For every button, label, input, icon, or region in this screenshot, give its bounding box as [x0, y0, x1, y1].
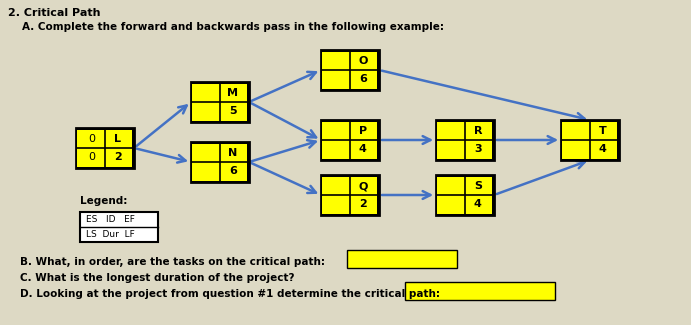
- Text: 3: 3: [474, 144, 482, 154]
- Text: O: O: [358, 56, 368, 66]
- Text: M: M: [227, 88, 238, 98]
- Text: A. Complete the forward and backwards pass in the following example:: A. Complete the forward and backwards pa…: [22, 22, 444, 32]
- Bar: [562, 122, 618, 159]
- Bar: [437, 122, 493, 159]
- Text: 6: 6: [229, 166, 237, 176]
- Bar: [347, 250, 457, 268]
- Bar: [323, 176, 377, 214]
- Text: 2: 2: [359, 199, 367, 209]
- Text: N: N: [228, 148, 238, 158]
- Bar: [77, 129, 133, 166]
- Bar: [76, 128, 134, 168]
- Text: 4: 4: [359, 144, 367, 154]
- Text: R: R: [473, 126, 482, 136]
- Bar: [437, 176, 493, 214]
- Bar: [191, 82, 249, 122]
- Text: P: P: [359, 126, 367, 136]
- Text: 5: 5: [229, 106, 236, 116]
- Bar: [323, 122, 377, 159]
- Bar: [405, 282, 555, 300]
- Text: 4: 4: [474, 199, 482, 209]
- Bar: [323, 51, 377, 88]
- Bar: [321, 120, 379, 160]
- Bar: [436, 120, 494, 160]
- Text: 0: 0: [88, 152, 96, 162]
- Bar: [193, 84, 247, 121]
- Text: 6: 6: [359, 74, 367, 84]
- Bar: [193, 144, 247, 180]
- Text: 4: 4: [599, 144, 607, 154]
- Text: 2. Critical Path: 2. Critical Path: [8, 8, 100, 18]
- Text: Q: Q: [358, 181, 368, 191]
- Text: 0: 0: [88, 134, 96, 144]
- Bar: [561, 120, 619, 160]
- Text: S: S: [474, 181, 482, 191]
- Text: ES   ID   EF: ES ID EF: [86, 215, 135, 224]
- Bar: [321, 50, 379, 90]
- Text: LS  Dur  LF: LS Dur LF: [86, 230, 135, 239]
- Bar: [321, 175, 379, 215]
- Bar: [191, 142, 249, 182]
- Text: L: L: [114, 134, 121, 144]
- Text: D. Looking at the project from question #1 determine the critical path:: D. Looking at the project from question …: [20, 289, 440, 299]
- Text: Legend:: Legend:: [80, 196, 127, 206]
- Bar: [436, 175, 494, 215]
- Bar: [80, 212, 158, 242]
- Text: T: T: [599, 126, 607, 136]
- Text: 2: 2: [114, 152, 122, 162]
- Text: B. What, in order, are the tasks on the critical path:: B. What, in order, are the tasks on the …: [20, 257, 325, 267]
- Text: C. What is the longest duration of the project?: C. What is the longest duration of the p…: [20, 273, 294, 283]
